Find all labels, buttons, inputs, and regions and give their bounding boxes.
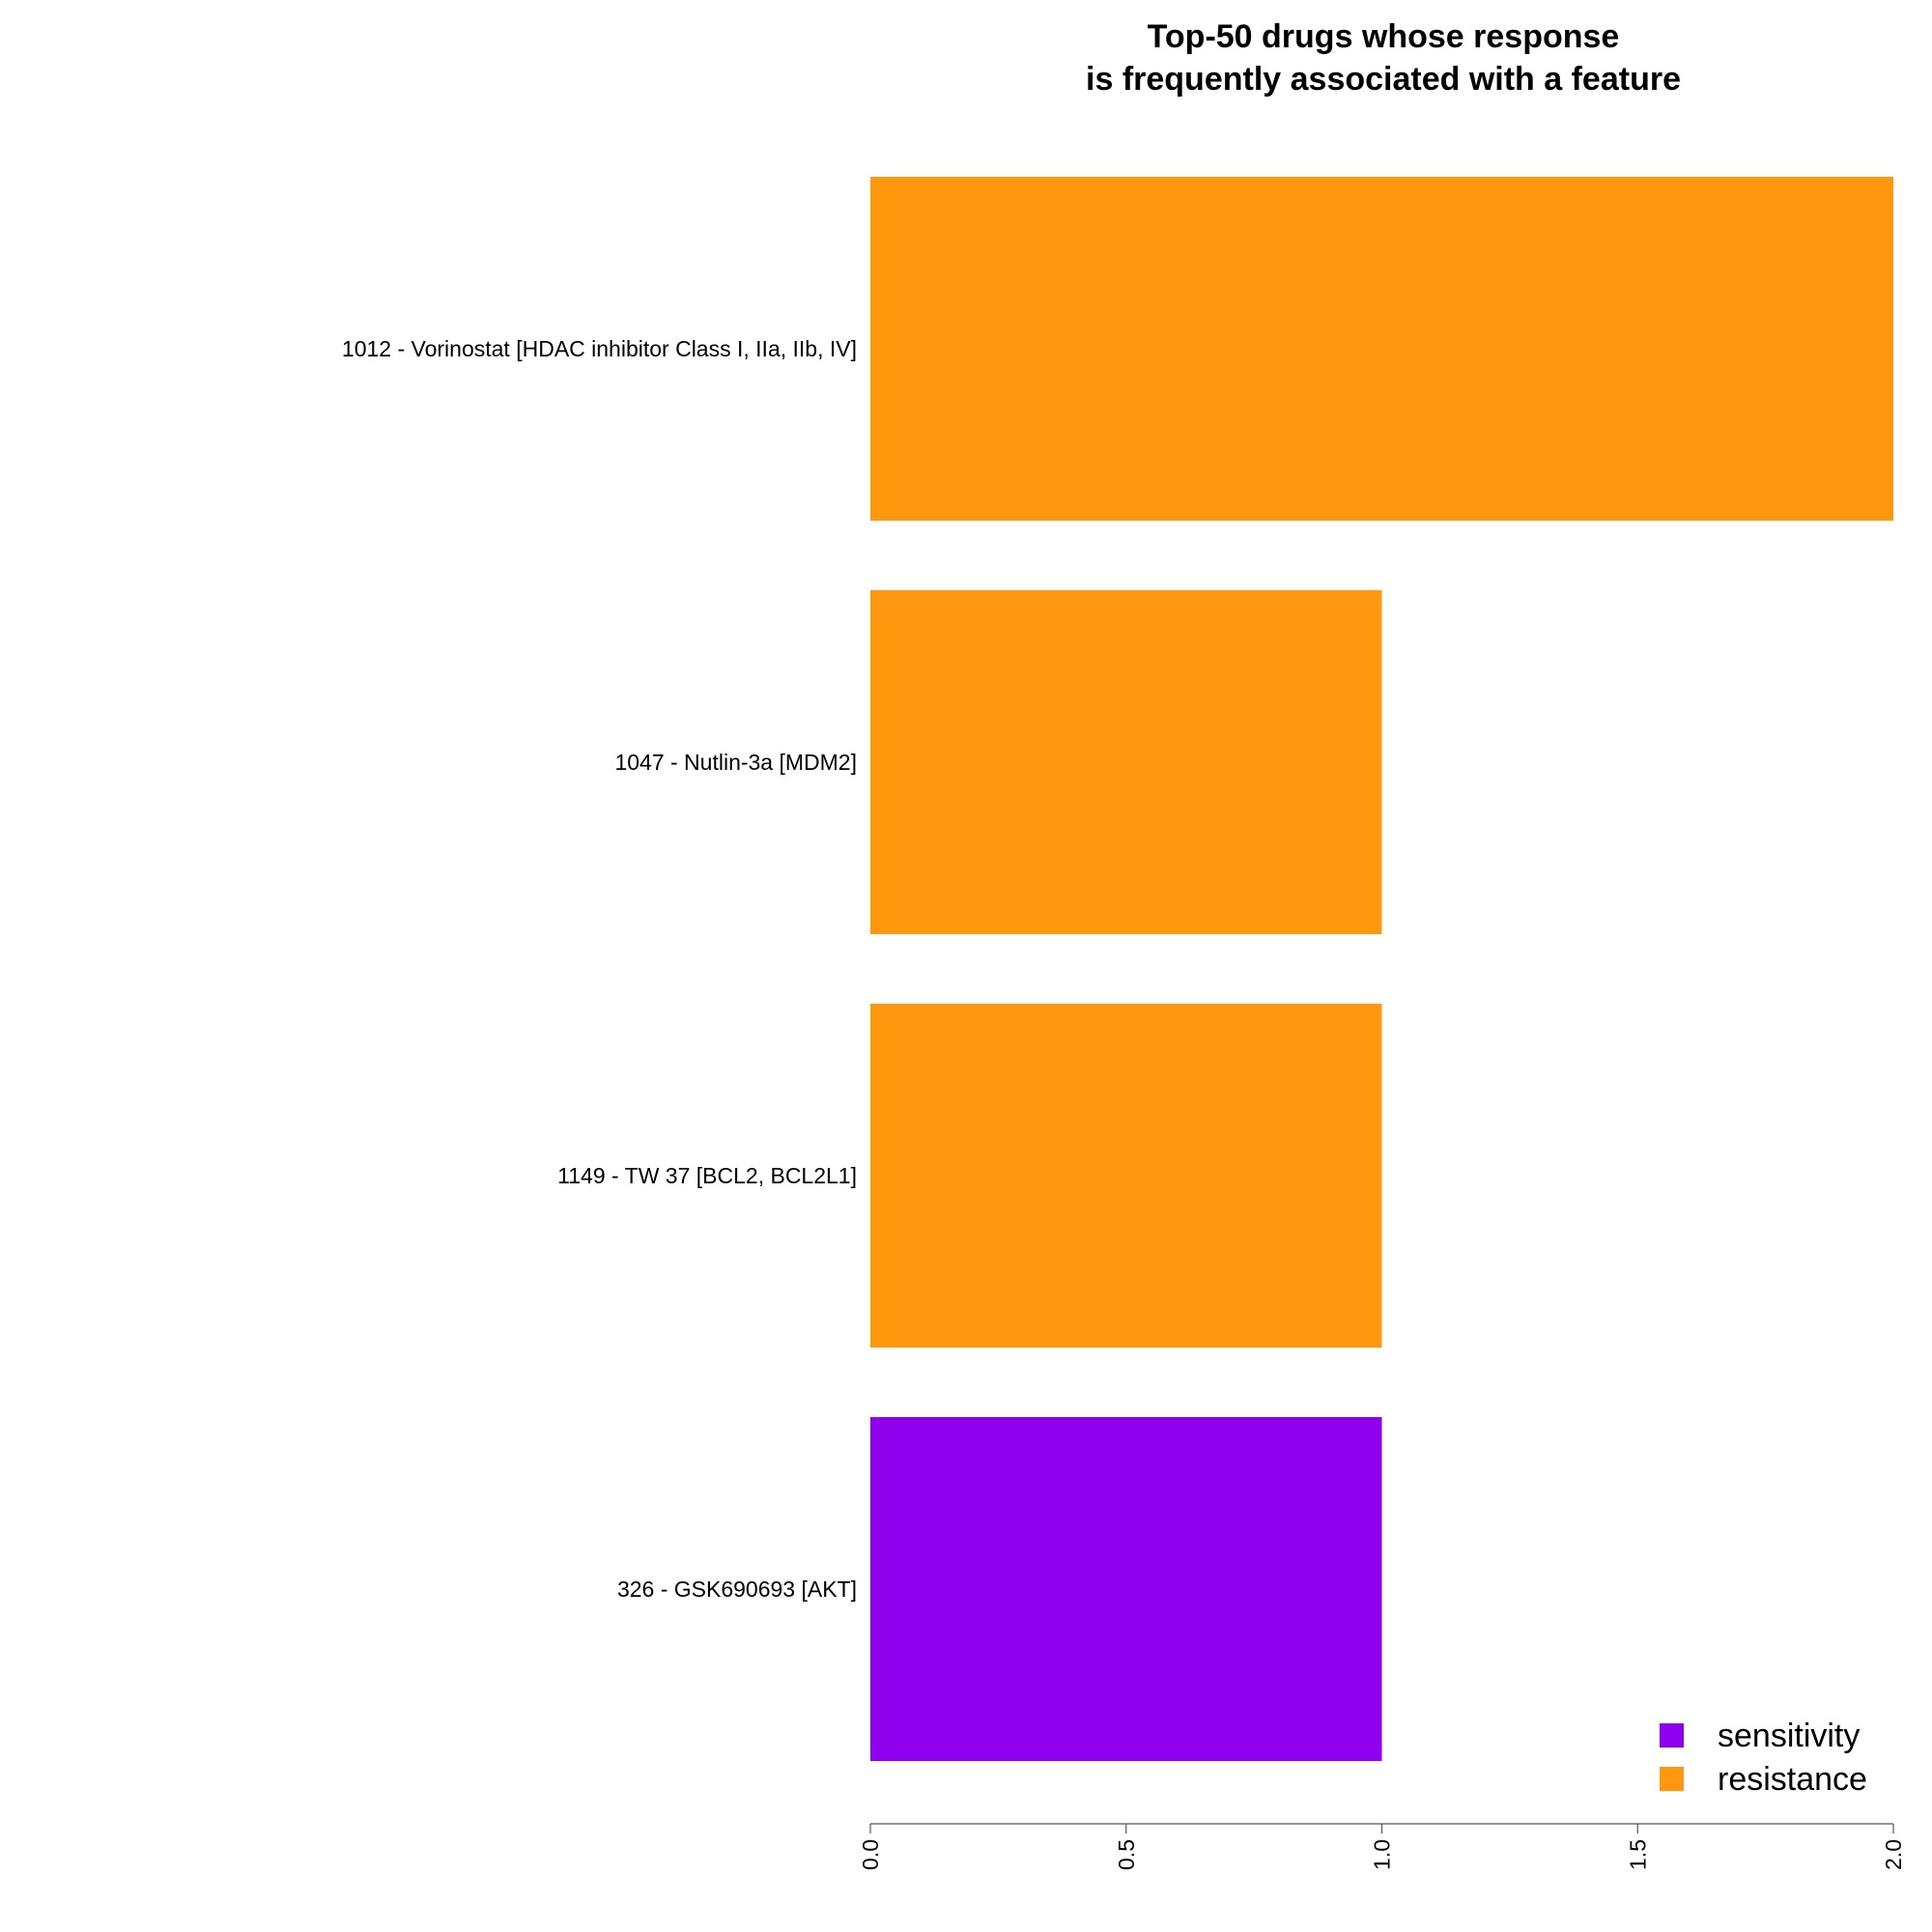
bar-sensitivity — [870, 1417, 1382, 1761]
legend: sensitivity resistance — [1660, 1718, 1867, 1798]
chart-title-line: is frequently associated with a feature — [1086, 61, 1681, 98]
x-tick-label: 0.0 — [858, 1839, 883, 1870]
bars-group — [870, 177, 1893, 1761]
x-tick-label: 2.0 — [1881, 1839, 1906, 1870]
category-label: 1047 - Nutlin-3a [MDM2] — [614, 750, 857, 775]
chart-title: Top-50 drugs whose response is frequently… — [1086, 18, 1681, 98]
legend-label: resistance — [1718, 1761, 1867, 1798]
category-label: 326 - GSK690693 [AKT] — [617, 1577, 857, 1602]
legend-swatch-resistance — [1660, 1767, 1684, 1791]
legend-swatch-sensitivity — [1660, 1723, 1684, 1747]
legend-label: sensitivity — [1718, 1718, 1860, 1754]
x-tick-label: 0.5 — [1114, 1839, 1139, 1870]
category-label: 1149 - TW 37 [BCL2, BCL2L1] — [557, 1163, 857, 1188]
bar-resistance — [870, 177, 1893, 521]
x-axis: 0.0 0.5 1.0 1.5 2.0 — [858, 1823, 1906, 1870]
bar-resistance — [870, 590, 1382, 934]
x-tick-label: 1.0 — [1370, 1839, 1395, 1870]
category-labels-group: 1012 - Vorinostat [HDAC inhibitor Class … — [342, 336, 857, 1602]
category-label: 1012 - Vorinostat [HDAC inhibitor Class … — [342, 336, 857, 361]
chart-title-line: Top-50 drugs whose response — [1148, 18, 1620, 55]
bar-resistance — [870, 1004, 1382, 1348]
x-tick-label: 1.5 — [1625, 1839, 1650, 1870]
